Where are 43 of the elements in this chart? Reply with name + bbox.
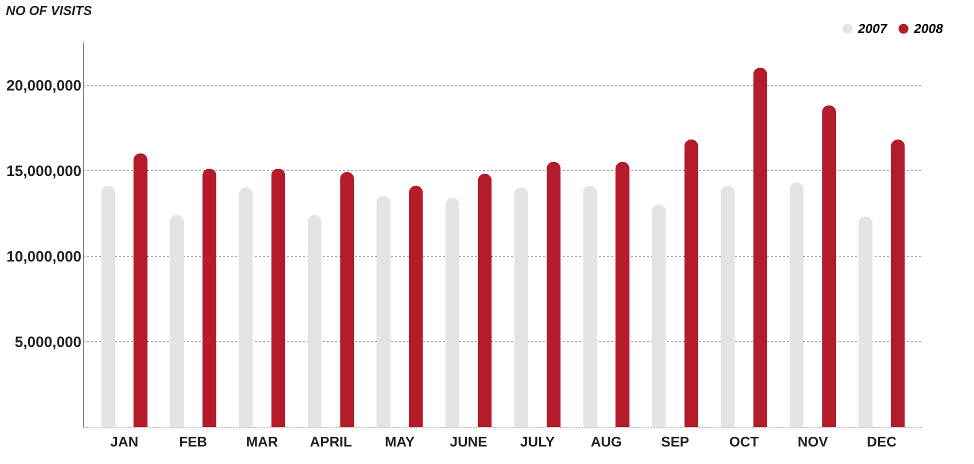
y-tick-label: 10,000,000 (6, 248, 82, 266)
legend-label: 2008 (913, 20, 944, 36)
bar (408, 186, 423, 427)
x-tick-label: APRIL (310, 434, 352, 450)
x-tick-label: DEC (866, 434, 896, 450)
bar (340, 172, 354, 427)
x-tick-label: FEB (179, 434, 208, 450)
bar (202, 168, 216, 427)
bar (478, 174, 492, 427)
bar (720, 186, 735, 427)
y-tick-label: 5,000,000 (14, 334, 82, 351)
x-tick-label: OCT (729, 434, 760, 450)
legend-label: 2007 (857, 20, 888, 36)
y-tick-label: 15,000,000 (6, 162, 82, 180)
bar (858, 216, 872, 427)
bar (583, 186, 598, 427)
y-tick-label: 20,000,000 (6, 77, 82, 94)
bar (615, 162, 630, 427)
x-tick-label: JAN (110, 434, 138, 450)
bar (170, 214, 184, 427)
bar (652, 204, 666, 427)
bar (445, 198, 460, 427)
bar (514, 187, 528, 427)
bar (790, 182, 804, 427)
bar (890, 140, 905, 427)
bar (546, 162, 561, 427)
bar (271, 168, 286, 427)
x-tick-label: JUNE (450, 434, 488, 450)
x-tick-label: AUG (590, 434, 622, 450)
x-tick-label: MAY (384, 434, 416, 450)
bar (308, 214, 322, 427)
bar (822, 105, 836, 427)
bar (376, 196, 391, 427)
x-tick-label: SEP (661, 434, 690, 450)
bar (238, 187, 253, 427)
chart-title: NO OF VISITS (6, 3, 92, 18)
bar (101, 186, 116, 427)
bar (134, 153, 148, 427)
x-tick-label: JULY (520, 434, 556, 450)
bar (684, 140, 698, 427)
x-tick-label: NOV (798, 434, 829, 450)
bar (753, 68, 768, 427)
x-tick-label: MAR (246, 434, 278, 450)
